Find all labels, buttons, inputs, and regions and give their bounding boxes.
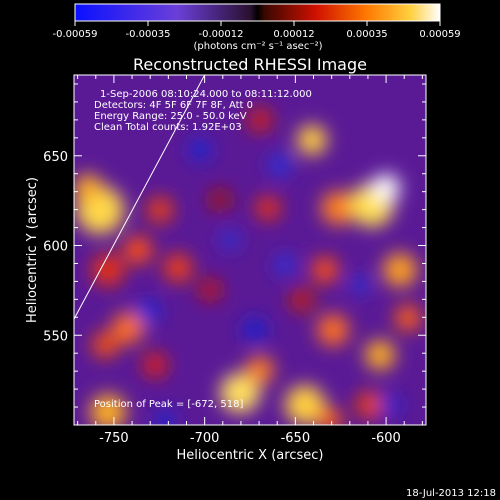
heatmap-blob	[92, 332, 118, 358]
heatmap-blob	[318, 408, 342, 425]
heatmap-blob	[356, 391, 384, 419]
annotation-time-range: 1-Sep-2006 08:10:24.000 to 08:11:12.000	[100, 89, 312, 100]
heatmap-blob	[395, 305, 421, 331]
heatmap-blob	[199, 279, 221, 301]
y-tick-label: 550	[43, 329, 68, 344]
heatmap-blob	[74, 174, 102, 202]
heatmap-blob	[164, 254, 192, 282]
heatmap-blob	[256, 196, 280, 220]
colorbar: -0.00059 -0.00035 -0.00012 0.00012 0.00035 0.…	[53, 3, 461, 52]
y-axis: 550 600 650	[43, 83, 426, 408]
footer-timestamp: 18-Jul-2013 12:18	[406, 488, 496, 499]
heatmap-blob	[297, 125, 327, 155]
heatmap-blob	[321, 191, 355, 225]
x-axis-label: Heliocentric X (arcsec)	[177, 448, 324, 463]
annotation-clean: Clean Total counts: 1.92E+03	[94, 122, 242, 133]
annotation-detectors: Detectors: 4F 5F 6F 7F 8F, Att 0	[94, 100, 253, 111]
colorbar-tick-label: 0.00059	[419, 29, 460, 40]
annotation-energy: Energy Range: 25.0 - 50.0 keV	[94, 111, 247, 122]
colorbar-tick-label: -0.00012	[199, 29, 244, 40]
heatmap-blob	[209, 189, 231, 211]
heatmap-blob	[243, 318, 267, 342]
solar-limb-line	[74, 75, 206, 320]
x-tick-label: -700	[190, 431, 220, 446]
heatmap-blob	[372, 174, 400, 202]
heatmap-blob	[155, 410, 175, 425]
x-tick-label: -600	[371, 431, 401, 446]
colorbar-gradient	[74, 3, 441, 22]
heatmap-plot	[74, 75, 426, 425]
annotations: 1-Sep-2006 08:10:24.000 to 08:11:12.000 …	[94, 89, 312, 410]
heatmap-blobs	[74, 108, 421, 425]
colorbar-ticks: -0.00059 -0.00035 -0.00012 0.00012 0.00035 0.…	[53, 21, 461, 40]
heatmap-blob	[136, 300, 160, 324]
heatmap-blob	[269, 154, 291, 176]
x-axis: -750 -700 -650 -600	[77, 75, 423, 446]
heatmap-blob	[317, 314, 349, 346]
heatmap-blob	[147, 197, 173, 223]
heatmap-blob	[380, 395, 400, 415]
colorbar-tick-label: 0.00035	[346, 29, 387, 40]
annotation-peak: Position of Peak = [-672, 518]	[94, 399, 243, 410]
heatmap-blob	[90, 394, 126, 425]
colorbar-units: (photons cm⁻² s⁻¹ asec⁻²)	[193, 41, 322, 52]
y-tick-label: 650	[43, 150, 68, 165]
x-tick-label: -650	[281, 431, 311, 446]
chart-title: Reconstructed RHESSI Image	[133, 55, 367, 74]
heatmap-blob	[275, 255, 295, 275]
heatmap-blob	[189, 139, 211, 161]
heatmap-blob	[92, 254, 124, 286]
heatmap-blob	[365, 340, 395, 370]
heatmap-blob	[290, 288, 314, 312]
y-axis-label: Heliocentric Y (arcsec)	[25, 177, 40, 323]
heatmap-blob	[143, 353, 167, 377]
colorbar-tick-label: 0.00012	[273, 29, 314, 40]
x-tick-label: -750	[99, 431, 129, 446]
heatmap-blob	[383, 253, 417, 287]
heatmap-blob	[221, 231, 239, 249]
heatmap-blob	[112, 312, 144, 344]
heatmap-blob	[285, 385, 325, 425]
colorbar-tick-label: -0.00035	[126, 29, 171, 40]
y-tick-label: 600	[43, 240, 68, 255]
plot-frame	[73, 74, 427, 426]
colorbar-tick-label: -0.00059	[53, 29, 98, 40]
heatmap-blob	[124, 236, 152, 264]
heatmap-blob	[312, 257, 338, 283]
heatmap-blob	[248, 108, 272, 132]
heatmap-blob	[351, 276, 369, 294]
heatmap-blob	[220, 373, 260, 413]
heatmap-blob	[246, 356, 274, 384]
